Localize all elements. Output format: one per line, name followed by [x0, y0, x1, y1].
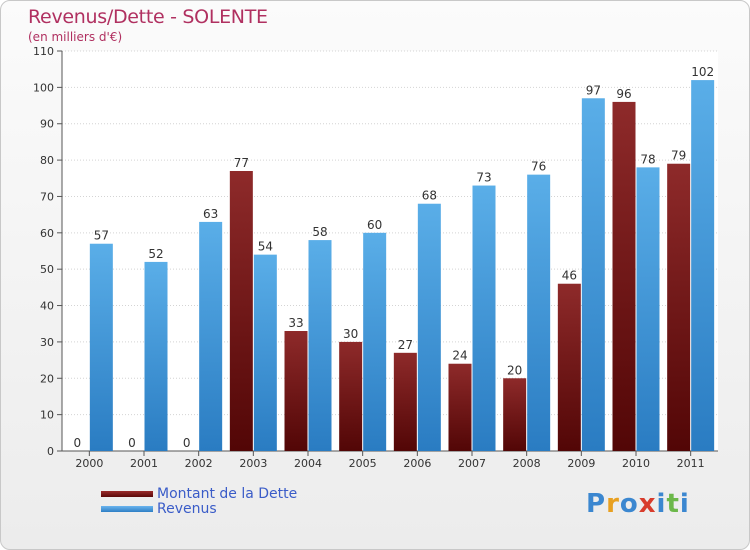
- value-label-revenus-2010: 78: [640, 152, 655, 166]
- y-tick-label-60: 60: [40, 227, 54, 240]
- value-label-dette-2010: 96: [616, 87, 631, 101]
- bar-dette-2004: [284, 331, 308, 451]
- legend-label-revenus: Revenus: [157, 501, 217, 517]
- y-tick-label-50: 50: [40, 263, 54, 276]
- y-tick-label-0: 0: [47, 445, 54, 458]
- bar-dette-2011: [667, 163, 691, 451]
- bar-revenus-2009: [581, 98, 605, 451]
- x-tick-label-2006: 2006: [403, 457, 431, 470]
- y-tick-label-20: 20: [40, 372, 54, 385]
- value-label-dette-2002: 0: [183, 436, 191, 450]
- x-tick-label-2011: 2011: [677, 457, 705, 470]
- x-tick-label-2003: 2003: [239, 457, 267, 470]
- x-tick-label-2010: 2010: [622, 457, 650, 470]
- bar-dette-2010: [612, 101, 636, 451]
- value-label-revenus-2007: 73: [476, 171, 491, 185]
- x-tick-label-2002: 2002: [185, 457, 213, 470]
- value-label-dette-2007: 24: [452, 349, 467, 363]
- y-tick-label-30: 30: [40, 336, 54, 349]
- bar-revenus-2004: [308, 240, 332, 451]
- x-tick-label-2008: 2008: [513, 457, 541, 470]
- chart-title: Revenus/Dette - SOLENTE: [28, 6, 268, 28]
- value-label-dette-2001: 0: [128, 436, 136, 450]
- x-tick-label-2005: 2005: [349, 457, 377, 470]
- bar-revenus-2011: [691, 80, 715, 451]
- bar-revenus-2000: [89, 243, 113, 451]
- logo-letter: o: [619, 489, 639, 519]
- bar-revenus-2005: [363, 232, 387, 451]
- value-label-revenus-2004: 58: [312, 225, 327, 239]
- value-label-dette-2004: 33: [288, 316, 303, 330]
- value-label-dette-2009: 46: [562, 269, 577, 283]
- bar-dette-2006: [393, 352, 417, 451]
- value-label-revenus-2009: 97: [586, 83, 601, 97]
- bar-revenus-2008: [527, 174, 551, 452]
- y-tick-label-90: 90: [40, 118, 54, 131]
- value-label-dette-2008: 20: [507, 363, 522, 377]
- x-tick-label-2001: 2001: [130, 457, 158, 470]
- y-tick-label-100: 100: [33, 81, 54, 94]
- value-label-revenus-2008: 76: [531, 160, 546, 174]
- bar-dette-2005: [339, 341, 363, 451]
- bar-revenus-2010: [636, 167, 660, 451]
- legend-swatch-revenus: [101, 506, 153, 512]
- bar-dette-2007: [448, 363, 472, 451]
- legend-swatch-dette: [101, 491, 153, 497]
- y-tick-label-10: 10: [40, 409, 54, 422]
- value-label-revenus-2002: 63: [203, 207, 218, 221]
- logo-letter: x: [638, 489, 657, 519]
- value-label-revenus-2000: 57: [94, 229, 109, 243]
- logo-letter: i: [679, 489, 690, 519]
- chart-subtitle: (en milliers d'€): [28, 30, 123, 44]
- bar-revenus-2006: [417, 203, 441, 451]
- bar-revenus-2002: [199, 221, 223, 451]
- value-label-revenus-2003: 54: [258, 240, 273, 254]
- y-tick-label-70: 70: [40, 190, 54, 203]
- bar-revenus-2003: [253, 254, 277, 451]
- bar-revenus-2001: [144, 261, 168, 451]
- value-label-dette-2011: 79: [671, 149, 686, 163]
- y-tick-label-80: 80: [40, 154, 54, 167]
- y-tick-label-40: 40: [40, 300, 54, 313]
- value-label-dette-2003: 77: [234, 156, 249, 170]
- logo-letter: P: [586, 489, 607, 519]
- x-tick-label-2009: 2009: [567, 457, 595, 470]
- y-tick-label-110: 110: [33, 45, 54, 58]
- bar-dette-2009: [557, 283, 581, 451]
- logo-letter: i: [656, 489, 667, 519]
- value-label-dette-2000: 0: [74, 436, 82, 450]
- bar-dette-2003: [229, 171, 253, 451]
- value-label-dette-2006: 27: [398, 338, 413, 352]
- legend-label-dette: Montant de la Dette: [157, 486, 298, 502]
- bar-revenus-2007: [472, 185, 496, 451]
- x-tick-label-2007: 2007: [458, 457, 486, 470]
- value-label-revenus-2005: 60: [367, 218, 382, 232]
- value-label-dette-2005: 30: [343, 327, 358, 341]
- value-label-revenus-2006: 68: [422, 189, 437, 203]
- logo-letter: r: [606, 489, 620, 519]
- proxiti-logo: Proxiti: [586, 489, 690, 519]
- logo-letter: t: [666, 489, 680, 519]
- x-tick-label-2000: 2000: [75, 457, 103, 470]
- x-tick-label-2004: 2004: [294, 457, 322, 470]
- value-label-revenus-2011: 102: [691, 65, 714, 79]
- plot-area: [62, 51, 718, 451]
- bar-dette-2008: [503, 378, 527, 451]
- value-label-revenus-2001: 52: [148, 247, 163, 261]
